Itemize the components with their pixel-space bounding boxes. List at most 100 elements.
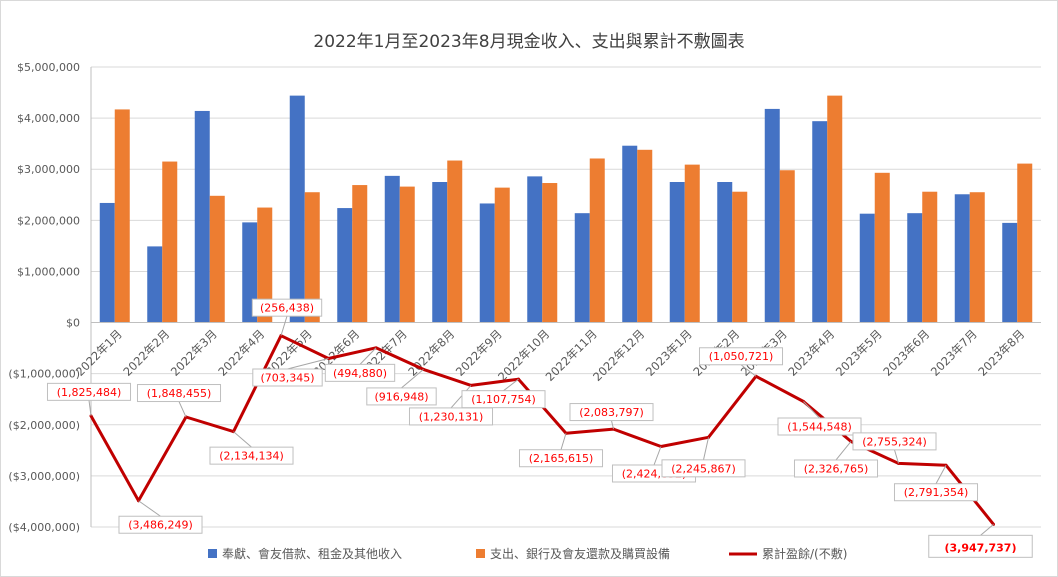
data-label-box	[852, 432, 937, 451]
bar-expense	[1017, 163, 1033, 323]
data-label-text: (1,107,754)	[471, 393, 536, 406]
data-label-text: (2,791,354)	[904, 486, 969, 499]
bar-expense	[399, 186, 415, 323]
data-label-box	[461, 390, 546, 409]
data-label-box	[928, 534, 1033, 558]
data-label: (3,486,249)	[118, 500, 203, 534]
data-label-text: (703,345)	[260, 371, 314, 384]
bar-expense	[542, 183, 558, 323]
data-label-leader	[401, 369, 424, 389]
data-label-text: (1,230,131)	[419, 410, 484, 423]
data-label-text: (916,948)	[374, 390, 428, 403]
bar-income	[147, 246, 163, 323]
data-label-text: (1,825,484)	[57, 386, 122, 399]
bar-income	[812, 121, 828, 323]
data-label-leader	[138, 500, 161, 517]
data-label: (703,345)	[252, 358, 329, 387]
legend-item-income: 奉獻、會友借款、租金及其他收入	[208, 546, 402, 561]
data-label-text: (1,050,721)	[709, 350, 774, 363]
bar-expense	[922, 191, 938, 323]
legend-label-income: 奉獻、會友借款、租金及其他收入	[222, 546, 402, 561]
bar-expense	[827, 95, 843, 323]
data-label-text: (1,848,455)	[147, 387, 212, 400]
bar-income	[384, 175, 400, 323]
y-tick-label: ($2,000,000)	[8, 419, 80, 432]
data-label-box	[366, 387, 437, 406]
bar-income	[574, 213, 590, 323]
data-label: (2,791,354)	[893, 464, 979, 502]
data-label: (2,326,765)	[793, 441, 879, 478]
bar-expense	[732, 191, 748, 323]
data-label-text: (2,326,765)	[804, 462, 869, 475]
data-label: (1,825,484)	[46, 382, 132, 416]
data-label-text: (3,947,737)	[945, 541, 1017, 554]
data-label-box	[698, 347, 784, 366]
x-tick-label: 2022年3月	[168, 327, 220, 379]
bar-income	[337, 208, 353, 323]
data-label-box	[252, 368, 323, 387]
bar-income	[954, 194, 970, 323]
data-label: (494,880)	[324, 347, 396, 382]
data-label: (2,165,615)	[518, 433, 604, 468]
legend-label-cumulative: 累計盈餘/(不敷)	[762, 546, 847, 561]
data-label: (1,544,548)	[777, 401, 862, 436]
x-tick-label: 2023年5月	[833, 327, 885, 379]
data-label-text: (2,755,324)	[862, 435, 927, 448]
data-label-box	[46, 382, 132, 401]
y-tick-label: $1,000,000	[17, 265, 80, 278]
data-label-leader	[611, 420, 614, 430]
data-label-leader	[359, 347, 377, 365]
data-label: (3,947,737)	[928, 523, 1033, 558]
x-tick-label: 2023年6月	[880, 327, 932, 379]
x-tick-label: 2023年8月	[975, 327, 1027, 379]
data-label-box	[569, 403, 654, 422]
bar-income	[764, 108, 780, 323]
y-tick-label: $2,000,000	[17, 214, 80, 227]
bar-income	[1002, 222, 1018, 323]
bar-expense	[779, 170, 795, 323]
data-label-text: (2,134,134)	[219, 450, 284, 463]
data-label: (1,230,131)	[408, 385, 494, 426]
data-label: (2,245,867)	[661, 437, 746, 478]
bar-expense	[304, 192, 320, 323]
data-label: (2,755,324)	[852, 432, 937, 464]
data-label-leader	[280, 316, 288, 336]
data-label-box	[518, 449, 604, 468]
data-label-text: (494,880)	[333, 367, 387, 380]
data-label-box	[118, 515, 203, 534]
bar-expense	[684, 164, 700, 323]
data-label: (916,948)	[366, 369, 437, 406]
data-label-leader	[287, 358, 329, 370]
data-label-leader	[653, 446, 662, 466]
data-label-box	[777, 417, 862, 436]
data-label-box	[793, 459, 879, 478]
data-label: (1,050,721)	[698, 347, 784, 377]
data-label-leader	[835, 441, 852, 461]
y-tick-label: ($3,000,000)	[8, 470, 80, 483]
bar-expense	[447, 160, 463, 323]
y-tick-label: $5,000,000	[17, 61, 80, 74]
axes	[90, 67, 1041, 527]
y-tick-label: $4,000,000	[17, 112, 80, 125]
data-label-leader	[88, 400, 92, 416]
data-label-leader	[178, 401, 187, 418]
legend-swatch-income	[208, 549, 217, 558]
y-axis-tick-labels: $5,000,000 $4,000,000 $3,000,000 $2,000,000…	[8, 61, 80, 534]
bar-expense	[874, 172, 890, 323]
data-label-leader	[503, 378, 519, 392]
bar-income	[99, 202, 115, 323]
data-label-leader	[894, 449, 899, 464]
bar-expense	[637, 149, 653, 323]
data-label-text: (2,165,615)	[529, 452, 594, 465]
bar-expense	[257, 207, 273, 323]
data-label-box	[661, 459, 746, 478]
bar-expense	[969, 192, 985, 323]
data-label-box	[893, 483, 979, 502]
data-label-leader	[703, 437, 709, 460]
data-label-box	[209, 446, 294, 465]
x-tick-label: 2022年12月	[590, 327, 647, 384]
bar-income	[622, 145, 638, 323]
legend: 奉獻、會友借款、租金及其他收入 支出、銀行及會友還款及購買設備 累計盈餘/(不敷…	[208, 546, 847, 561]
